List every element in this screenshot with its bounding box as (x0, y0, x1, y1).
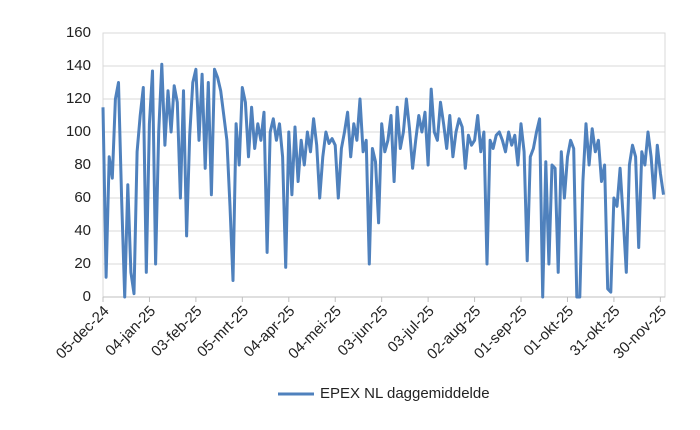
y-tick-label: 160 (66, 24, 91, 41)
y-tick-label: 20 (74, 255, 91, 272)
x-tick-label: 05-dec-24 (53, 303, 113, 363)
y-tick-label: 100 (66, 123, 91, 140)
y-tick-label: 80 (74, 156, 91, 173)
series-line (101, 62, 665, 299)
y-tick-label: 60 (74, 189, 91, 206)
x-tick-label: 01-okt-25 (520, 303, 577, 360)
y-tick-label: 40 (74, 222, 91, 239)
x-tick-label: 03-jun-25 (334, 303, 391, 360)
legend-label: EPEX NL daggemiddelde (320, 385, 490, 402)
y-tick-label: 0 (83, 288, 91, 305)
y-tick-label: 140 (66, 57, 91, 74)
y-tick-label: 120 (66, 90, 91, 107)
